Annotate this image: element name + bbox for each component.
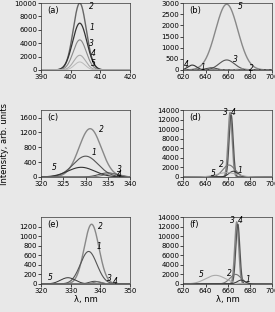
Text: 4: 4 [91,49,95,58]
Text: 4: 4 [238,217,243,225]
Text: 5: 5 [211,169,216,178]
Text: (b): (b) [190,7,202,16]
Text: 3: 3 [233,55,238,64]
Text: 3: 3 [223,108,228,117]
Text: 3: 3 [89,39,94,48]
Text: 5: 5 [238,2,243,11]
Text: Intensity, arb. units: Intensity, arb. units [0,103,9,184]
Text: 2: 2 [99,125,104,134]
Text: 1: 1 [245,275,250,284]
Text: 3: 3 [230,217,235,225]
Text: 4: 4 [113,277,118,286]
Text: (c): (c) [48,114,59,122]
Text: (e): (e) [48,220,59,229]
Text: 1: 1 [238,166,243,175]
Text: 2: 2 [219,160,224,169]
X-axis label: λ, nm: λ, nm [74,295,98,305]
Text: 2: 2 [89,2,94,11]
Text: 4: 4 [231,108,236,117]
Text: 4: 4 [117,170,122,179]
Text: 5: 5 [52,163,57,172]
Text: 2: 2 [98,222,103,231]
Text: 5: 5 [91,59,95,68]
Text: 5: 5 [48,273,53,282]
Text: 2: 2 [227,269,231,278]
Text: 3: 3 [117,165,122,174]
Text: (d): (d) [190,114,202,122]
Text: (f): (f) [190,220,199,229]
Text: 2: 2 [249,64,254,73]
Text: 4: 4 [184,60,189,69]
X-axis label: λ, nm: λ, nm [216,295,240,305]
Text: 1: 1 [201,63,206,72]
Text: 3: 3 [107,274,112,283]
Text: (a): (a) [48,7,59,16]
Text: 5: 5 [199,270,204,279]
Text: 1: 1 [89,23,94,32]
Text: 1: 1 [92,148,97,157]
Text: 1: 1 [97,242,101,251]
